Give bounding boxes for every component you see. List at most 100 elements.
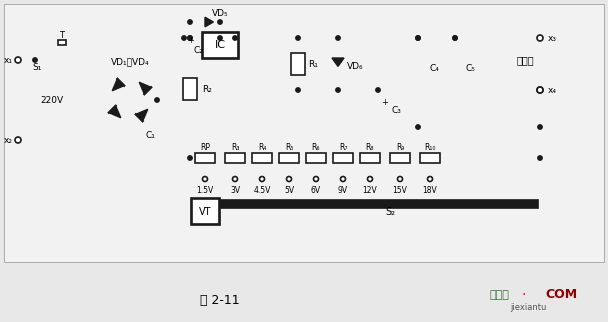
- Text: C₃: C₃: [391, 106, 401, 115]
- Text: COM: COM: [545, 289, 577, 301]
- Text: VD₆: VD₆: [347, 62, 364, 71]
- Circle shape: [218, 20, 222, 24]
- Text: R₂: R₂: [202, 84, 212, 93]
- Bar: [195, 153, 215, 163]
- Bar: [252, 153, 272, 163]
- Polygon shape: [112, 79, 124, 91]
- Text: R₈: R₈: [366, 143, 375, 151]
- Circle shape: [453, 36, 457, 40]
- Text: VD₁～VD₄: VD₁～VD₄: [111, 58, 150, 67]
- Circle shape: [296, 88, 300, 92]
- Text: C₅: C₅: [466, 63, 476, 72]
- Circle shape: [260, 176, 264, 182]
- Polygon shape: [139, 82, 151, 94]
- Text: S₁: S₁: [32, 62, 42, 71]
- Circle shape: [538, 156, 542, 160]
- Circle shape: [286, 176, 291, 182]
- Text: 接线图: 接线图: [490, 290, 510, 300]
- Text: 15V: 15V: [393, 185, 407, 194]
- Text: 12V: 12V: [362, 185, 378, 194]
- Circle shape: [15, 137, 21, 143]
- Circle shape: [453, 36, 457, 40]
- Circle shape: [336, 88, 340, 92]
- Circle shape: [33, 58, 37, 62]
- Bar: [183, 78, 197, 100]
- Text: IC: IC: [215, 40, 226, 50]
- Text: R₄: R₄: [258, 143, 266, 151]
- Text: S₂: S₂: [385, 207, 395, 217]
- Circle shape: [188, 36, 192, 40]
- Text: x₁: x₁: [4, 55, 13, 64]
- Circle shape: [232, 176, 238, 182]
- Text: 1.5V: 1.5V: [196, 185, 213, 194]
- Circle shape: [376, 88, 380, 92]
- Circle shape: [340, 176, 345, 182]
- Bar: [306, 153, 326, 163]
- Text: 图 2-11: 图 2-11: [200, 293, 240, 307]
- Text: +: +: [187, 35, 194, 44]
- Text: VD₅: VD₅: [212, 8, 229, 17]
- Polygon shape: [109, 106, 121, 118]
- Circle shape: [155, 98, 159, 102]
- Text: 4.5V: 4.5V: [254, 185, 271, 194]
- Circle shape: [367, 176, 373, 182]
- Circle shape: [416, 36, 420, 40]
- Bar: [202, 32, 238, 58]
- Text: R₉: R₉: [396, 143, 404, 151]
- Circle shape: [182, 36, 186, 40]
- Text: 3V: 3V: [230, 185, 240, 194]
- Text: 9V: 9V: [338, 185, 348, 194]
- Circle shape: [427, 176, 432, 182]
- Polygon shape: [136, 109, 148, 121]
- Circle shape: [538, 125, 542, 129]
- Text: R₆: R₆: [312, 143, 320, 151]
- Circle shape: [188, 156, 192, 160]
- Text: R₅: R₅: [285, 143, 293, 151]
- Text: x₄: x₄: [548, 86, 557, 94]
- Circle shape: [296, 36, 300, 40]
- Circle shape: [188, 20, 192, 24]
- Text: 5V: 5V: [284, 185, 294, 194]
- Bar: [279, 153, 299, 163]
- Bar: [191, 198, 219, 224]
- Circle shape: [188, 36, 192, 40]
- Text: x₃: x₃: [548, 33, 557, 43]
- Bar: [360, 153, 380, 163]
- Bar: [225, 153, 245, 163]
- Circle shape: [537, 87, 543, 93]
- Polygon shape: [205, 17, 213, 27]
- Circle shape: [416, 36, 420, 40]
- Circle shape: [537, 35, 543, 41]
- Circle shape: [314, 176, 319, 182]
- Bar: [291, 53, 305, 75]
- Text: x₂: x₂: [4, 136, 13, 145]
- Circle shape: [15, 57, 21, 63]
- Text: jiexiantu: jiexiantu: [510, 304, 547, 312]
- Text: ·: ·: [522, 288, 526, 302]
- Text: C₁: C₁: [146, 130, 156, 139]
- Circle shape: [416, 125, 420, 129]
- Circle shape: [218, 36, 222, 40]
- Text: R₃: R₃: [231, 143, 240, 151]
- Circle shape: [202, 176, 207, 182]
- Text: C₂: C₂: [194, 45, 204, 54]
- Bar: [333, 153, 353, 163]
- Text: 6V: 6V: [311, 185, 321, 194]
- Text: 18V: 18V: [423, 185, 437, 194]
- Circle shape: [233, 36, 237, 40]
- Text: VT: VT: [199, 207, 211, 217]
- Circle shape: [537, 87, 543, 93]
- Bar: [390, 153, 410, 163]
- Bar: [4, 4, 604, 262]
- Text: T: T: [60, 31, 64, 40]
- Bar: [58, 40, 66, 45]
- Text: 接负载: 接负载: [516, 55, 534, 65]
- Text: RP: RP: [200, 143, 210, 151]
- Polygon shape: [332, 58, 344, 66]
- Circle shape: [336, 36, 340, 40]
- Bar: [420, 153, 440, 163]
- Text: +: +: [381, 98, 388, 107]
- Text: R₁₀: R₁₀: [424, 143, 436, 151]
- Text: R₁: R₁: [308, 60, 318, 69]
- Bar: [218, 200, 538, 208]
